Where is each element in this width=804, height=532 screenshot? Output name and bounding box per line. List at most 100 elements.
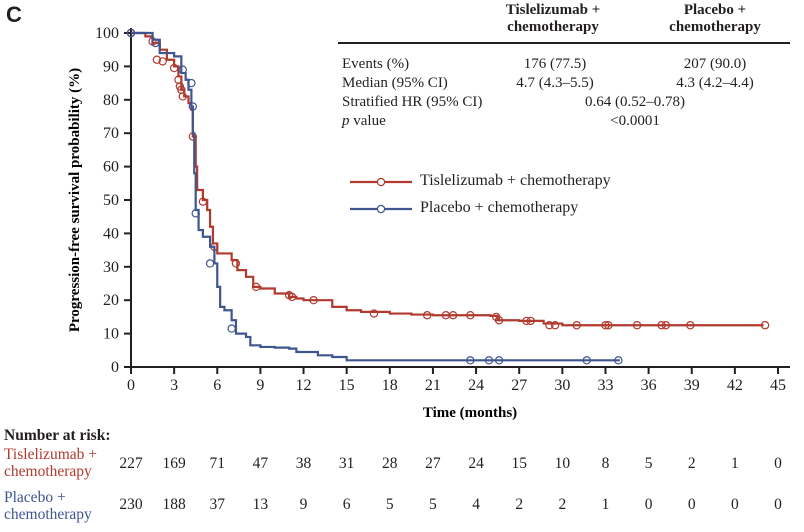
censor-mark (614, 356, 623, 365)
events-placebo: 207 (90.0) (683, 56, 747, 72)
censor-mark (369, 309, 379, 318)
risk-count: 5 (429, 496, 437, 513)
censor-mark (494, 316, 504, 325)
censor-mark (191, 209, 200, 218)
events-tislelizumab: 176 (77.5) (523, 56, 587, 72)
y-tick-label: 80 (103, 92, 119, 109)
x-tick-label: 42 (727, 377, 743, 394)
risk-count: 0 (774, 455, 782, 472)
x-tick-label: 12 (296, 377, 312, 394)
risk-count: 8 (601, 455, 610, 472)
table-rule (338, 42, 790, 44)
censor-mark (582, 356, 591, 365)
censor-mark (494, 356, 504, 365)
risk-count: 27 (425, 455, 441, 472)
risk-count: 0 (730, 496, 739, 513)
y-tick-label: 50 (103, 192, 119, 209)
x-tick-label: 21 (425, 377, 441, 394)
x-tick-label: 3 (170, 377, 178, 394)
censor-mark (522, 316, 531, 326)
y-tick-label: 60 (103, 159, 119, 176)
censor-mark (227, 324, 236, 333)
censor-mark (604, 321, 613, 330)
censor-mark (126, 28, 136, 38)
censor-mark (526, 316, 535, 326)
risk-count: 28 (382, 455, 398, 472)
censor-mark (466, 311, 475, 320)
y-tick-label: 20 (103, 292, 119, 309)
censor-mark (151, 38, 160, 48)
y-tick-label: 10 (103, 326, 119, 343)
risk-count: 24 (468, 455, 484, 472)
x-axis-label: Time (months) (423, 405, 517, 421)
censor-mark (169, 63, 179, 73)
censor-mark (422, 311, 432, 320)
hazard-ratio: 0.64 (0.52–0.78) (585, 94, 685, 110)
row-label-pvalue: p value (342, 112, 386, 131)
risk-count: 47 (252, 455, 269, 472)
x-tick-label: 30 (554, 377, 570, 394)
x-tick-label: 0 (127, 377, 135, 394)
censor-mark (466, 356, 475, 365)
censor-mark (178, 65, 187, 74)
censor-mark (661, 321, 671, 330)
censor-mark (158, 57, 167, 66)
censor-mark (632, 321, 642, 330)
censor-mark (198, 197, 208, 206)
risk-count: 2 (687, 455, 696, 472)
risk-count: 5 (385, 496, 394, 513)
risk-label-tislelizumab: Tislelizumab + chemotherapy (4, 446, 97, 480)
col-header-line1: Placebo + (683, 2, 747, 18)
risk-count: 4 (472, 496, 480, 513)
censor-mark (231, 259, 241, 268)
censor-mark (572, 321, 581, 330)
risk-count: 0 (774, 496, 782, 513)
x-tick-label: 18 (382, 377, 398, 394)
censor-mark (188, 102, 198, 111)
risk-count: 2 (515, 496, 524, 513)
risk-count: 1 (730, 455, 739, 472)
median-tislelizumab: 4.7 (4.3–5.5) (516, 75, 594, 91)
row-label-hr: Stratified HR (95% CI) (342, 94, 483, 110)
risk-label-line1: Tislelizumab + (4, 446, 97, 463)
censor-mark (448, 311, 458, 320)
y-tick-label: 90 (103, 58, 119, 75)
y-tick-label: 40 (103, 225, 119, 242)
row-label-median: Median (95% CI) (342, 75, 448, 91)
legend-marker-tislelizumab (376, 177, 386, 187)
censor-mark (187, 78, 196, 88)
risk-label-line2: chemotherapy (4, 463, 92, 480)
x-tick-label: 39 (684, 377, 700, 394)
risk-count: 15 (511, 455, 527, 472)
y-tick-label: 100 (95, 25, 119, 42)
censor-mark (205, 259, 215, 268)
x-tick-label: 15 (339, 377, 355, 394)
legend-label-tislelizumab: Tislelizumab + chemotherapy (420, 172, 611, 189)
curves (126, 28, 770, 365)
p-italic: p (342, 113, 350, 129)
risk-label-line1: Placebo + (4, 489, 66, 506)
km-curve-placebo (131, 31, 620, 362)
risk-count: 227 (119, 455, 143, 472)
risk-label-placebo: Placebo + chemotherapy (4, 489, 92, 523)
risk-count: 10 (554, 455, 571, 472)
col-header-line2: chemotherapy (507, 19, 599, 35)
legend-label-placebo: Placebo + chemotherapy (420, 199, 579, 216)
censor-mark (309, 296, 318, 305)
risk-count: 0 (687, 496, 696, 513)
x-tick-label: 33 (597, 377, 613, 394)
censor-mark (760, 321, 770, 330)
x-tick-label: 6 (213, 377, 221, 394)
risk-count: 5 (644, 455, 653, 472)
risk-count: 1 (601, 496, 610, 513)
p-value: <0.0001 (610, 113, 660, 129)
censor-mark (152, 55, 162, 64)
y-tick-label: 0 (111, 359, 119, 376)
censor-mark (601, 321, 610, 330)
risk-count: 71 (209, 455, 226, 472)
risk-count: 37 (209, 496, 226, 513)
x-tick-label: 9 (256, 377, 264, 394)
legend-lines (350, 177, 412, 214)
